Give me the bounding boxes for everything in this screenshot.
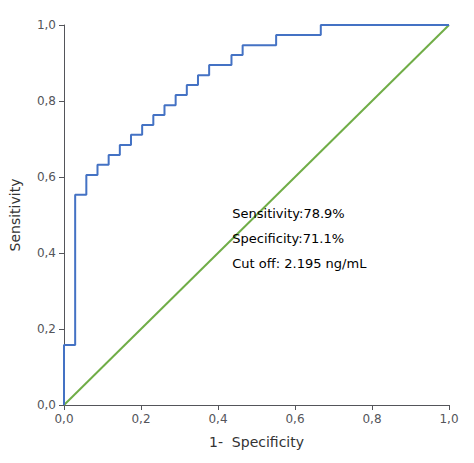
svg-text:0,0: 0,0	[37, 398, 56, 412]
svg-text:Sensitivity:78.9%: Sensitivity:78.9%	[232, 206, 344, 221]
svg-text:0,4: 0,4	[37, 246, 56, 260]
svg-text:0,8: 0,8	[362, 412, 381, 426]
svg-text:0,6: 0,6	[37, 170, 56, 184]
svg-text:0,0: 0,0	[54, 412, 73, 426]
svg-text:0,2: 0,2	[37, 322, 56, 336]
svg-text:Sensitivity: Sensitivity	[7, 179, 23, 252]
svg-text:0,6: 0,6	[285, 412, 304, 426]
svg-text:1,0: 1,0	[439, 412, 458, 426]
svg-text:1- Specificity: 1- Specificity	[209, 434, 304, 450]
svg-text:0,2: 0,2	[131, 412, 150, 426]
svg-text:1,0: 1,0	[37, 18, 56, 32]
svg-text:0,8: 0,8	[37, 94, 56, 108]
svg-text:Specificity:71.1%: Specificity:71.1%	[232, 231, 344, 246]
svg-text:Cut off: 2.195 ng/mL: Cut off: 2.195 ng/mL	[232, 256, 367, 271]
svg-text:0,4: 0,4	[208, 412, 227, 426]
